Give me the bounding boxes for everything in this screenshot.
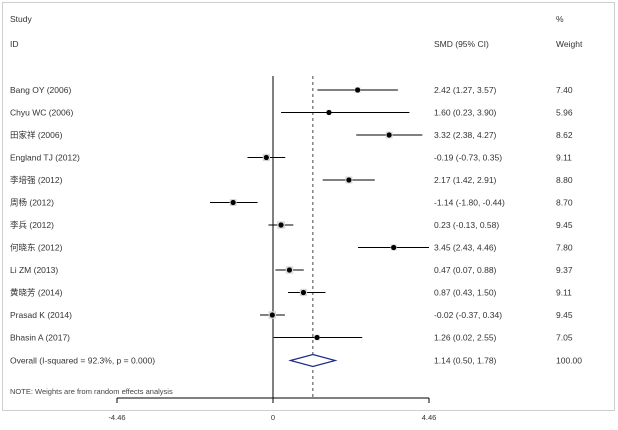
study-label: Prasad K (2014) — [10, 310, 72, 320]
weight-text: 7.05 — [556, 333, 573, 343]
footnote: NOTE: Weights are from random effects an… — [10, 387, 173, 396]
study-row: Li ZM (2013) 0.47 (0.07, 0.88) 9.37 — [10, 265, 573, 275]
effect-text: 3.32 (2.38, 4.27) — [434, 130, 497, 140]
effect-text: 3.45 (2.43, 4.46) — [434, 243, 497, 253]
weight-text: 9.45 — [556, 220, 573, 230]
effect-text: 2.17 (1.42, 2.91) — [434, 175, 497, 185]
study-label: Li ZM (2013) — [10, 265, 58, 275]
study-header: Study — [10, 14, 32, 24]
point-estimate-dot — [286, 267, 293, 273]
weight-text: 8.80 — [556, 175, 573, 185]
effect-text: 0.87 (0.43, 1.50) — [434, 288, 497, 298]
id-header: ID — [10, 39, 19, 49]
overall-effect-diamond — [288, 353, 338, 368]
study-label: 何晓东 (2012) — [10, 243, 63, 253]
study-label: England TJ (2012) — [10, 153, 80, 163]
point-estimate-dot — [314, 334, 320, 341]
weight-text: 9.45 — [556, 310, 573, 320]
effect-text: 0.47 (0.07, 0.88) — [434, 265, 497, 275]
point-estimate-dot — [386, 132, 392, 138]
effect-text: -1.14 (-1.80, -0.44) — [434, 198, 505, 208]
study-row: 李兵 (2012) 0.23 (-0.13, 0.58) 9.45 — [10, 220, 573, 230]
study-row: 李培强 (2012) 2.17 (1.42, 2.91) 8.80 — [10, 175, 573, 185]
point-estimate-dot — [269, 312, 275, 318]
study-label: 田家祥 (2006) — [10, 130, 63, 140]
study-label: Chyu WC (2006) — [10, 108, 73, 118]
effect-header: SMD (95% CI) — [434, 39, 489, 49]
study-row: 黄晓芳 (2014) 0.87 (0.43, 1.50) 9.11 — [10, 288, 572, 298]
effect-text: 2.42 (1.27, 3.57) — [434, 85, 497, 95]
overall-label: Overall (I-squared = 92.3%, p = 0.000) — [10, 356, 155, 366]
effect-text: -0.02 (-0.37, 0.34) — [434, 310, 502, 320]
point-estimate-dot — [346, 177, 352, 183]
study-label: Bhasin A (2017) — [10, 333, 70, 343]
weight-header: Weight — [556, 39, 583, 49]
point-estimate-dot — [263, 154, 269, 161]
study-row: Prasad K (2014) -0.02 (-0.37, 0.34) 9.45 — [10, 310, 573, 320]
study-row: England TJ (2012) -0.19 (-0.73, 0.35) 9.11 — [10, 153, 572, 163]
study-label: Bang OY (2006) — [10, 85, 71, 95]
study-row: Chyu WC (2006) 1.60 (0.23, 3.90) 5.96 — [10, 108, 573, 118]
point-estimate-dot — [230, 199, 236, 206]
study-row: 田家祥 (2006) 3.32 (2.38, 4.27) 8.62 — [10, 130, 573, 140]
study-row: Bhasin A (2017) 1.26 (0.02, 2.55) 7.05 — [10, 333, 573, 343]
plot-frame — [2, 2, 615, 411]
study-row: Bang OY (2006) 2.42 (1.27, 3.57) 7.40 — [10, 85, 573, 95]
study-row: 何晓东 (2012) 3.45 (2.43, 4.46) 7.80 — [10, 243, 573, 253]
x-tick-label: 0 — [271, 413, 275, 422]
overall-effect-text: 1.14 (0.50, 1.78) — [434, 356, 497, 366]
point-estimate-dot — [300, 289, 307, 296]
study-label: 李培强 (2012) — [10, 175, 63, 185]
study-label: 黄晓芳 (2014) — [10, 288, 63, 298]
effect-text: 1.60 (0.23, 3.90) — [434, 108, 497, 118]
weight-percent-header: % — [556, 14, 564, 24]
point-estimate-dot — [278, 222, 284, 228]
effect-text: 1.26 (0.02, 2.55) — [434, 333, 497, 343]
point-estimate-dot — [326, 109, 332, 116]
study-row: 周杨 (2012) -1.14 (-1.80, -0.44) 8.70 — [10, 198, 573, 208]
x-axis-ticks: -4.46 0 4.46 — [108, 398, 436, 422]
effect-text: -0.19 (-0.73, 0.35) — [434, 153, 502, 163]
weight-text: 9.37 — [556, 265, 573, 275]
weight-text: 8.62 — [556, 130, 573, 140]
x-tick-label: -4.46 — [108, 413, 125, 422]
weight-text: 9.11 — [556, 288, 572, 298]
point-estimate-dot — [391, 244, 397, 251]
effect-text: 0.23 (-0.13, 0.58) — [434, 220, 499, 230]
x-tick-label: 4.46 — [422, 413, 437, 422]
overall-weight-text: 100.00 — [556, 356, 582, 366]
point-estimate-dot — [355, 87, 361, 93]
weight-text: 7.80 — [556, 243, 573, 253]
study-label: 李兵 (2012) — [10, 220, 54, 230]
weight-text: 9.11 — [556, 153, 572, 163]
weight-text: 5.96 — [556, 108, 573, 118]
study-rows: Bang OY (2006) 2.42 (1.27, 3.57) 7.40 Chyu … — [10, 85, 573, 343]
study-label: 周杨 (2012) — [10, 198, 54, 208]
weight-text: 7.40 — [556, 85, 573, 95]
weight-text: 8.70 — [556, 198, 573, 208]
